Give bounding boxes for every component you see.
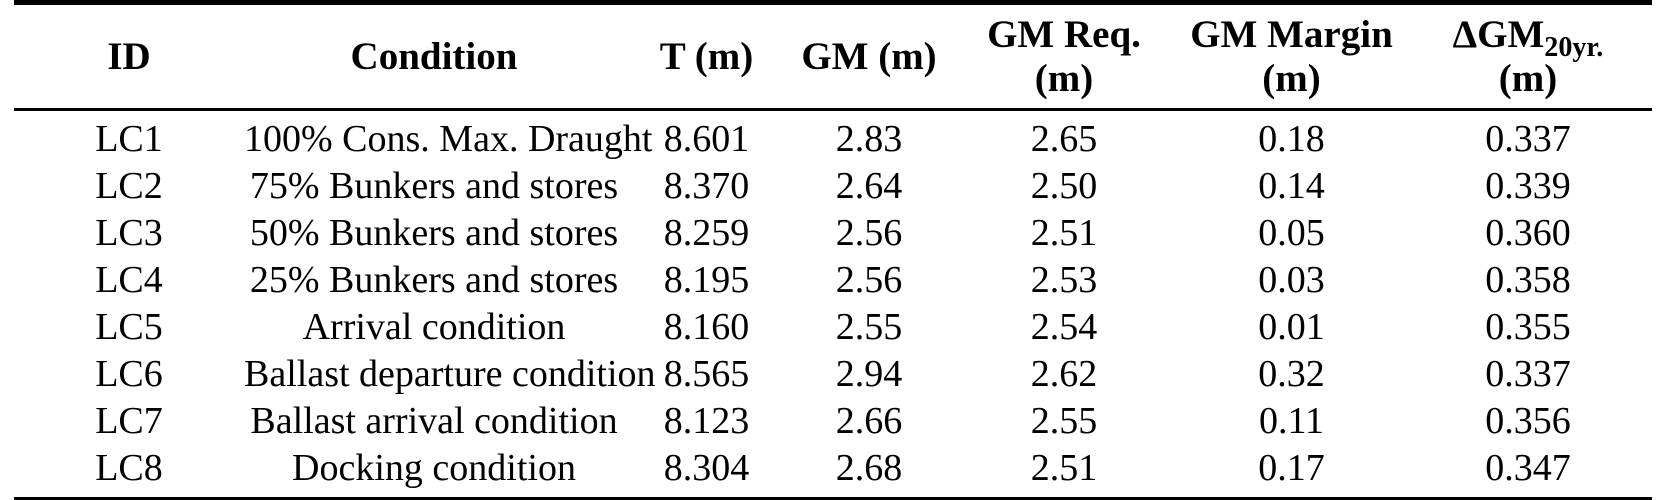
table-body: LC1 100% Cons. Max. Draught 8.601 2.83 2… bbox=[14, 110, 1652, 500]
cell-t: 8.195 bbox=[663, 259, 750, 301]
cell-gm-margin: 0.14 bbox=[1258, 165, 1325, 207]
cell-id: LC8 bbox=[95, 447, 163, 489]
cell-condition: 100% Cons. Max. Draught bbox=[244, 118, 653, 160]
cell-gm-req: 2.51 bbox=[1030, 447, 1098, 489]
cell-id: LC5 bbox=[95, 306, 163, 348]
cell-t: 8.123 bbox=[663, 400, 750, 442]
cell-gm: 2.55 bbox=[835, 306, 903, 348]
col-header-label: GM Margin bbox=[1190, 13, 1393, 56]
table-row-lc6: LC6 Ballast departure condition 8.565 2.… bbox=[14, 351, 1652, 398]
cell-gm-req: 2.54 bbox=[1030, 306, 1098, 348]
col-header-gm-delta-20yr: ΔGM20yr. (m) bbox=[1404, 3, 1652, 110]
col-header-condition: Condition bbox=[244, 3, 624, 110]
cell-gm: 2.83 bbox=[835, 118, 903, 160]
loading-conditions-table-wrap: ID Condition T (m) GM (m) GM Req. (m) GM … bbox=[14, 0, 1652, 500]
cell-gm: 2.56 bbox=[835, 259, 903, 301]
table-header: ID Condition T (m) GM (m) GM Req. (m) GM … bbox=[14, 3, 1652, 110]
cell-gm: 2.66 bbox=[835, 400, 903, 442]
cell-t: 8.259 bbox=[663, 212, 750, 254]
cell-condition: 50% Bunkers and stores bbox=[249, 212, 619, 254]
col-header-subscript: 20yr. bbox=[1544, 31, 1604, 63]
cell-gm: 2.94 bbox=[835, 353, 903, 395]
cell-gm-delta: 0.356 bbox=[1485, 400, 1571, 442]
table-row-lc5: LC5 Arrival condition 8.160 2.55 2.54 0.… bbox=[14, 304, 1652, 351]
cell-condition: Docking condition bbox=[292, 447, 576, 489]
cell-t: 8.601 bbox=[663, 118, 750, 160]
cell-condition: Ballast departure condition bbox=[244, 353, 656, 395]
cell-gm-req: 2.51 bbox=[1030, 212, 1098, 254]
col-header-unit: (m) bbox=[1262, 57, 1321, 100]
table-row-lc4: LC4 25% Bunkers and stores 8.195 2.56 2.… bbox=[14, 257, 1652, 304]
cell-gm-delta: 0.337 bbox=[1485, 353, 1571, 395]
cell-gm-delta: 0.337 bbox=[1485, 118, 1571, 160]
col-header-gm: GM (m) bbox=[789, 3, 949, 110]
cell-id: LC4 bbox=[95, 259, 163, 301]
cell-gm-margin: 0.11 bbox=[1258, 400, 1325, 442]
cell-condition: 25% Bunkers and stores bbox=[249, 259, 619, 301]
cell-gm-margin: 0.01 bbox=[1258, 306, 1325, 348]
cell-gm: 2.64 bbox=[835, 165, 903, 207]
cell-gm: 2.68 bbox=[835, 447, 903, 489]
cell-gm-margin: 0.18 bbox=[1258, 118, 1325, 160]
cell-gm-margin: 0.03 bbox=[1258, 259, 1325, 301]
col-header-id: ID bbox=[14, 3, 244, 110]
cell-gm-delta: 0.347 bbox=[1485, 447, 1571, 489]
cell-gm-req: 2.65 bbox=[1030, 118, 1098, 160]
cell-gm: 2.56 bbox=[835, 212, 903, 254]
col-header-label: GM (m) bbox=[801, 35, 937, 78]
cell-id: LC2 bbox=[95, 165, 163, 207]
cell-gm-req: 2.50 bbox=[1030, 165, 1098, 207]
col-header-gm-req: GM Req. (m) bbox=[949, 3, 1179, 110]
table-row-lc3: LC3 50% Bunkers and stores 8.259 2.56 2.… bbox=[14, 210, 1652, 257]
col-header-unit: (m) bbox=[1498, 57, 1558, 100]
cell-gm-delta: 0.360 bbox=[1485, 212, 1571, 254]
col-header-gm-margin: GM Margin (m) bbox=[1179, 3, 1404, 110]
loading-conditions-table: ID Condition T (m) GM (m) GM Req. (m) GM … bbox=[14, 0, 1652, 500]
table-row-lc8: LC8 Docking condition 8.304 2.68 2.51 0.… bbox=[14, 445, 1652, 500]
cell-gm-delta: 0.358 bbox=[1485, 259, 1571, 301]
cell-gm-req: 2.55 bbox=[1030, 400, 1098, 442]
cell-gm-delta: 0.355 bbox=[1485, 306, 1571, 348]
cell-id: LC3 bbox=[95, 212, 163, 254]
cell-t: 8.565 bbox=[663, 353, 750, 395]
cell-condition: Ballast arrival condition bbox=[250, 400, 618, 442]
cell-t: 8.304 bbox=[663, 447, 750, 489]
cell-gm-margin: 0.17 bbox=[1258, 447, 1325, 489]
col-header-unit: (m) bbox=[1034, 57, 1094, 100]
cell-gm-req: 2.62 bbox=[1030, 353, 1098, 395]
cell-gm-margin: 0.05 bbox=[1258, 212, 1325, 254]
table-row-lc7: LC7 Ballast arrival condition 8.123 2.66… bbox=[14, 398, 1652, 445]
table-row-lc2: LC2 75% Bunkers and stores 8.370 2.64 2.… bbox=[14, 163, 1652, 210]
cell-condition: Arrival condition bbox=[302, 306, 566, 348]
table-row-lc1: LC1 100% Cons. Max. Draught 8.601 2.83 2… bbox=[14, 110, 1652, 164]
col-header-label: Condition bbox=[350, 35, 518, 78]
cell-gm-req: 2.53 bbox=[1030, 259, 1098, 301]
col-header-label: ID bbox=[107, 35, 151, 78]
cell-id: LC6 bbox=[95, 353, 163, 395]
col-header-t: T (m) bbox=[624, 3, 789, 110]
cell-t: 8.370 bbox=[663, 165, 750, 207]
header-row: ID Condition T (m) GM (m) GM Req. (m) GM … bbox=[14, 3, 1652, 110]
cell-t: 8.160 bbox=[663, 306, 750, 348]
col-header-label: ΔGM bbox=[1452, 13, 1545, 56]
col-header-label: T (m) bbox=[659, 35, 754, 78]
cell-gm-delta: 0.339 bbox=[1485, 165, 1571, 207]
col-header-label: GM Req. bbox=[987, 13, 1141, 56]
cell-id: LC7 bbox=[95, 400, 163, 442]
cell-condition: 75% Bunkers and stores bbox=[249, 165, 619, 207]
cell-gm-margin: 0.32 bbox=[1258, 353, 1325, 395]
cell-id: LC1 bbox=[95, 118, 163, 160]
